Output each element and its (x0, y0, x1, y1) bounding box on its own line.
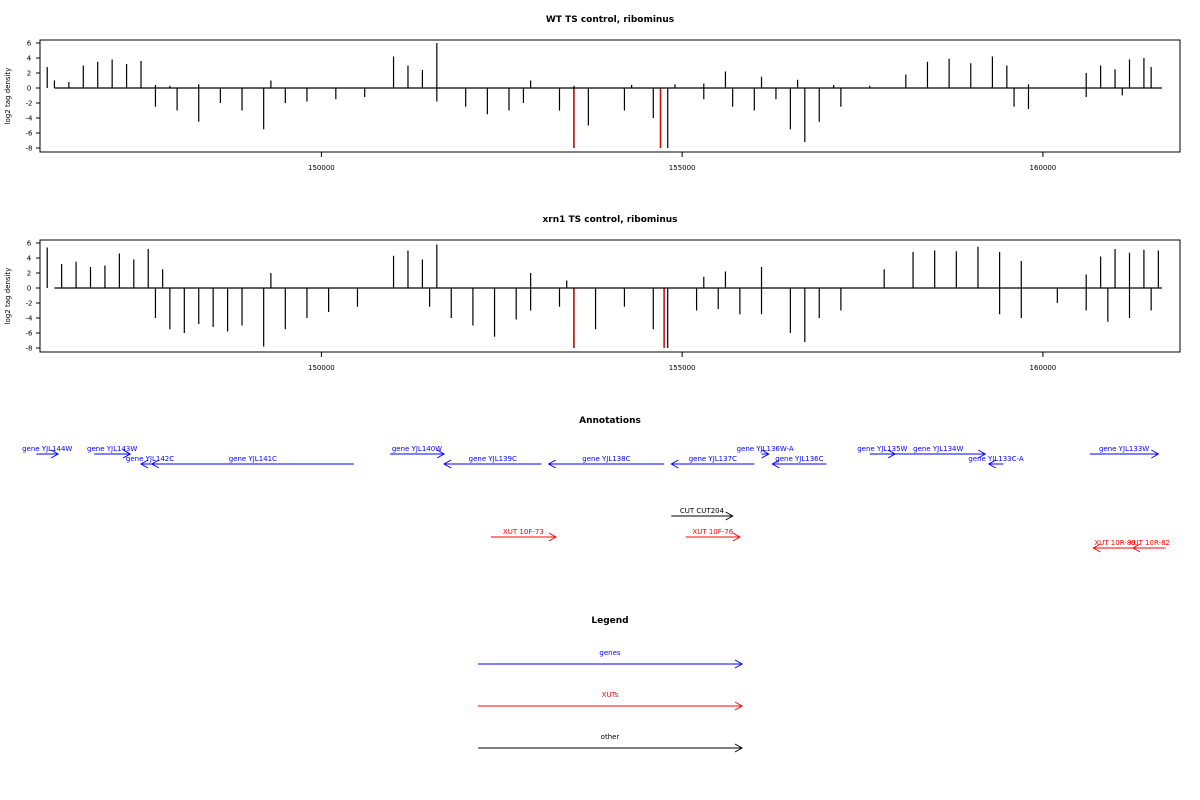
feature-label: CUT CUT204 (680, 507, 725, 515)
y-tick-label: 4 (27, 255, 32, 263)
feature-arrowhead (761, 449, 770, 459)
feature-label: gene YJL133C-A (968, 455, 1024, 463)
annotations-panel: Annotations gene YJL144W gene YJL143W gene… (22, 416, 1170, 553)
feature-label: gene YJL143W (87, 445, 137, 453)
y-tick-label: -6 (26, 330, 34, 338)
feature-label: gene YJL136C (775, 455, 823, 463)
y-tick-label: 0 (27, 285, 31, 293)
legend-entry-label: genes (599, 649, 620, 657)
feature-label: gene YJL139C (469, 455, 517, 463)
feature-arrowhead (670, 459, 679, 469)
x-tick-label: 160000 (1030, 364, 1057, 372)
x-tick-label: 160000 (1030, 164, 1057, 172)
feature-arrowhead (725, 511, 734, 521)
feature-arrowhead (122, 449, 132, 459)
xrn1-track-panel: xrn1 TS control, ribominus log2 tag densi… (4, 215, 1181, 372)
feature-label: gene YJL141C (229, 455, 277, 463)
y-tick-label: 6 (27, 40, 32, 48)
legend-title: Legend (591, 616, 628, 626)
y-tick-label: 4 (27, 55, 32, 63)
feature-arrowhead (1132, 543, 1141, 553)
feature-label: gene YJL140W (392, 445, 442, 453)
plot-frame (39, 39, 1181, 153)
legend-entry-label: other (601, 733, 620, 741)
legend-arrowhead (734, 659, 744, 669)
feature-label: gene YJL144W (22, 445, 72, 453)
feature-label: gene YJL136W-A (737, 445, 794, 453)
y-tick-label: -8 (26, 345, 33, 353)
feature-label: XUT 10F-73 (503, 528, 544, 536)
y-tick-label: -8 (26, 145, 33, 153)
feature-arrowhead (150, 459, 160, 469)
feature-label: gene YJL137C (689, 455, 737, 463)
wt-track-panel: WT TS control, ribominus log2 tag density… (4, 15, 1181, 172)
feature-label: gene YJL142C (126, 455, 174, 463)
legend-panel: Legend genes XUTs other (478, 616, 744, 753)
feature-label: gene YJL134W (913, 445, 963, 453)
x-tick-label: 150000 (308, 364, 335, 372)
feature-arrowhead (771, 459, 780, 469)
y-tick-label: 2 (27, 270, 31, 278)
feature-arrowhead (548, 532, 557, 542)
feature-arrowhead (1151, 449, 1160, 459)
feature-label: XUT 10F-76 (692, 528, 733, 536)
panel-title: xrn1 TS control, ribominus (542, 215, 677, 225)
feature-label: gene YJL135W (857, 445, 907, 453)
feature-arrowhead (50, 449, 60, 459)
feature-arrowhead (443, 459, 452, 469)
legend-arrowhead (734, 701, 744, 711)
feature-arrowhead (1092, 543, 1101, 553)
y-axis-label: log2 tag density (4, 268, 12, 325)
y-tick-label: -2 (26, 300, 33, 308)
y-tick-label: -6 (26, 130, 34, 138)
legend-arrowhead (734, 743, 744, 753)
y-tick-label: 6 (27, 240, 32, 248)
x-tick-label: 150000 (308, 164, 335, 172)
y-tick-label: 0 (27, 85, 31, 93)
plot-frame (39, 239, 1181, 353)
x-tick-label: 155000 (669, 364, 696, 372)
legend-entry-label: XUTs (602, 691, 619, 699)
feature-arrowhead (987, 459, 997, 469)
y-axis-label: log2 tag density (4, 68, 12, 125)
annotations-title: Annotations (579, 416, 641, 426)
panel-title: WT TS control, ribominus (546, 15, 674, 25)
feature-label: gene YJL138C (582, 455, 630, 463)
y-tick-label: -4 (26, 115, 34, 123)
feature-label: XUT 10R-82 (1129, 539, 1170, 547)
feature-arrowhead (732, 532, 741, 542)
feature-label: gene YJL133W (1099, 445, 1149, 453)
x-tick-label: 155000 (669, 164, 696, 172)
y-tick-label: -2 (26, 100, 33, 108)
y-tick-label: -4 (26, 315, 34, 323)
feature-arrowhead (436, 449, 446, 459)
feature-arrowhead (977, 449, 987, 459)
feature-arrowhead (140, 459, 149, 469)
feature-label: XUT 10R-89 (1094, 539, 1135, 547)
y-tick-label: 2 (27, 70, 31, 78)
feature-arrowhead (547, 459, 556, 469)
